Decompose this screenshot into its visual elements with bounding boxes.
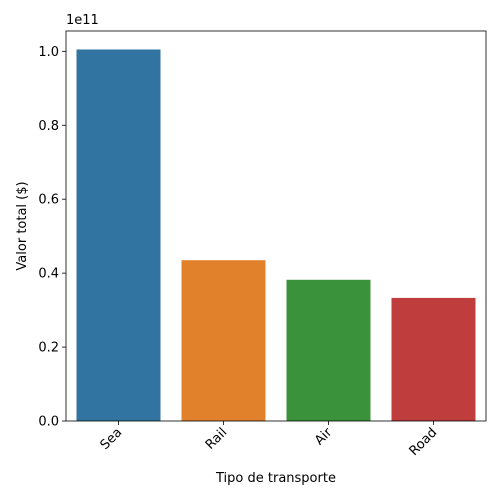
x-tick-label: Rail <box>203 425 231 453</box>
x-axis-label: Tipo de transporte <box>215 471 336 486</box>
plot-frame <box>65 30 487 422</box>
y-tick-label: 0.4 <box>38 267 59 282</box>
y-tick-label: 1.0 <box>38 45 59 60</box>
x-tick-label: Air <box>312 425 336 449</box>
bar-road <box>391 297 476 421</box>
y-offset-label: 1e11 <box>66 13 99 28</box>
y-tick-label: 0.8 <box>38 119 59 134</box>
bar-rail <box>181 260 266 421</box>
bar-air <box>286 279 371 421</box>
y-tick-label: 0.2 <box>38 341 59 356</box>
bar-sea <box>76 49 161 422</box>
bars-group <box>76 49 476 422</box>
y-axis-label: Valor total ($) <box>15 181 30 270</box>
x-axis-ticks: Sea Rail Air Road <box>98 421 441 459</box>
y-tick-label: 0.6 <box>38 193 59 208</box>
x-tick-label: Road <box>407 425 441 459</box>
x-tick-label: Sea <box>98 425 126 453</box>
y-tick-label: 0.0 <box>38 415 59 430</box>
y-axis-ticks: 0.0 0.2 0.4 0.6 0.8 1.0 <box>38 45 66 430</box>
